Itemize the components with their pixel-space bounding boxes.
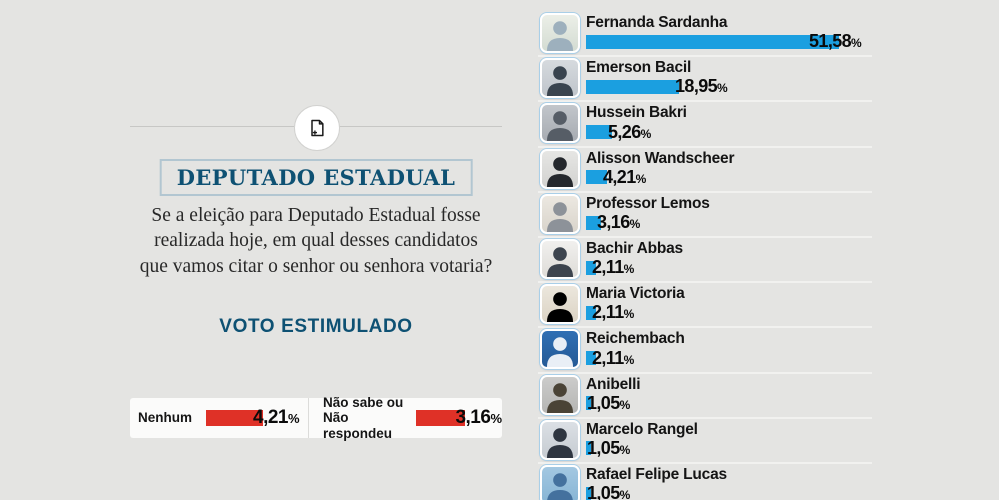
result-value: 4,21% (603, 166, 647, 187)
divider-line-left (130, 126, 294, 127)
question-line: Se a eleição para Deputado Estadual foss… (151, 205, 481, 226)
candidate-name: Maria Victoria (586, 285, 685, 303)
result-bar (586, 305, 596, 320)
candidate-name: Bachir Abbas (586, 239, 683, 257)
candidate-row: Maria Victoria 2,11% (538, 283, 872, 329)
divider-line-right (338, 126, 502, 127)
result-bar (586, 486, 591, 500)
candidate-name: Emerson Bacil (586, 59, 692, 77)
section-title-box: DEPUTADO ESTADUAL (159, 159, 473, 196)
candidate-photo (540, 58, 580, 99)
result-bar (586, 441, 591, 456)
candidate-row: Anibelli 1,05% (538, 374, 872, 419)
candidate-list: Fernanda Sardanha 51,58% Emerson Bacil 18,9… (538, 12, 872, 500)
candidate-photo (540, 329, 580, 370)
others-card: Nenhum 4,21% Não sabe ou Não respondeu 3… (130, 395, 502, 441)
section-title: DEPUTADO ESTADUAL (176, 165, 456, 190)
candidate-photo (540, 148, 580, 189)
result-bar (586, 125, 612, 140)
result-value: 5,26% (608, 121, 652, 142)
candidate-photo (540, 374, 580, 415)
result-value: 3,16% (597, 212, 641, 233)
person-silhouette-icon (547, 473, 573, 500)
others-label: Nenhum (138, 410, 192, 426)
person-silhouette-icon (546, 337, 574, 368)
candidate-row: Emerson Bacil 18,95% (538, 57, 872, 103)
candidate-photo (540, 13, 580, 53)
result-value: 1,05% (587, 437, 631, 458)
person-silhouette-icon (546, 66, 574, 97)
others-item-no-answer: Não sabe ou Não respondeu 3,16% (308, 395, 502, 441)
document-plus-icon (294, 105, 340, 151)
candidate-row: Bachir Abbas 2,11% (538, 238, 872, 284)
result-value: 2,11% (592, 302, 635, 323)
poll-subtitle: VOTO ESTIMULADO (219, 316, 413, 337)
candidate-name: Anibelli (586, 375, 641, 393)
result-value: 2,11% (592, 347, 635, 368)
candidate-name: Alisson Wandscheer (586, 149, 735, 167)
candidate-name: Hussein Bakri (586, 104, 687, 122)
candidate-row: Hussein Bakri 5,26% (538, 102, 872, 148)
candidate-name: Rafael Felipe Lucas (586, 465, 727, 483)
candidate-row: Fernanda Sardanha 51,58% (538, 12, 872, 58)
candidate-photo (540, 193, 580, 234)
others-bar (206, 410, 263, 426)
result-bar (586, 170, 607, 185)
person-silhouette-icon (546, 247, 574, 277)
candidate-row: Reichembach 2,11% (538, 328, 872, 374)
candidate-name: Professor Lemos (586, 194, 710, 212)
candidate-photo (540, 419, 580, 460)
result-value: 18,95% (675, 76, 728, 97)
result-bar (586, 79, 679, 94)
candidate-row: Professor Lemos 3,16% (538, 193, 872, 238)
question-line: que vamos citar o senhor ou senhora vota… (139, 255, 493, 277)
person-silhouette-icon (546, 156, 574, 187)
candidate-photo (540, 103, 580, 144)
candidate-name: Marcelo Rangel (586, 420, 698, 438)
result-bar (586, 215, 601, 230)
person-silhouette-icon (546, 201, 574, 232)
result-bar (586, 34, 839, 49)
question-line: realizada hoje, em qual desses candidato… (154, 230, 478, 252)
others-value: 4,21% (253, 407, 300, 428)
person-silhouette-icon (546, 21, 574, 51)
candidate-row: Alisson Wandscheer 4,21% (538, 148, 872, 193)
candidate-row: Marcelo Rangel 1,05% (538, 419, 872, 464)
person-silhouette-icon (546, 111, 574, 142)
result-value: 1,05% (587, 483, 631, 500)
question-panel: DEPUTADO ESTADUAL Se a eleição para Depu… (130, 0, 502, 500)
person-silhouette-icon (546, 292, 574, 323)
result-bar (586, 260, 596, 275)
candidate-photo (540, 238, 580, 279)
candidate-row: Rafael Felipe Lucas 1,05% (538, 464, 872, 500)
result-value: 51,58% (809, 31, 862, 52)
candidate-name: Reichembach (586, 330, 685, 348)
others-item-none: Nenhum 4,21% (130, 398, 308, 438)
others-value: 3,16% (455, 407, 502, 428)
poll-question: Se a eleição para Deputado Estadual foss… (119, 203, 514, 279)
result-value: 2,11% (592, 257, 635, 278)
result-bar (586, 351, 596, 366)
others-bar (416, 410, 466, 426)
candidate-photo (540, 284, 580, 325)
person-silhouette-icon (546, 427, 574, 458)
others-label: Não sabe ou Não respondeu (323, 395, 404, 441)
result-bar (586, 396, 591, 411)
result-value: 1,05% (587, 392, 631, 413)
candidate-photo (540, 464, 580, 500)
person-silhouette-icon (546, 382, 574, 413)
candidate-name: Fernanda Sardanha (586, 14, 728, 31)
